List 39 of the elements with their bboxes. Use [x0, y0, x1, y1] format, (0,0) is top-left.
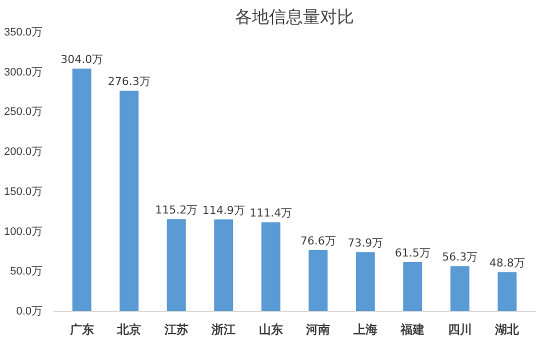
bar	[308, 250, 328, 312]
y-tick-label: 200.0万	[4, 146, 43, 158]
bar	[498, 272, 517, 312]
data-label: 304.0万	[60, 53, 104, 66]
bar	[261, 222, 280, 312]
bar	[72, 68, 92, 312]
bar	[214, 219, 234, 312]
data-label: 76.6万	[300, 234, 336, 248]
bar	[450, 266, 470, 312]
data-label: 73.9万	[348, 236, 384, 250]
bar	[120, 90, 139, 312]
x-tick-label: 上海	[352, 322, 378, 336]
x-tick-label: 山东	[258, 322, 283, 336]
y-tick-label: 300.0万	[4, 66, 43, 78]
bar	[403, 262, 422, 312]
data-label: 56.3万	[442, 250, 478, 264]
data-label: 61.5万	[394, 246, 430, 260]
x-tick-label: 浙江	[210, 322, 236, 336]
y-tick-label: 250.0万	[4, 106, 43, 118]
data-label: 114.9万	[202, 204, 245, 217]
y-tick-label: 50.0万	[10, 266, 43, 278]
data-label: 111.4万	[250, 206, 292, 220]
x-tick-label: 四川	[448, 322, 472, 336]
x-tick-label: 江苏	[163, 322, 188, 336]
x-tick-label: 广东	[68, 322, 94, 336]
y-tick-label: 100.0万	[4, 226, 43, 238]
data-label: 276.3万	[108, 75, 150, 88]
y-tick-label: 150.0万	[4, 186, 43, 198]
y-tick-label: 350.0万	[4, 26, 43, 38]
bar	[166, 219, 186, 312]
x-tick-label: 福建	[400, 322, 425, 336]
chart-title: 各地信息量对比	[235, 8, 354, 28]
y-tick-label: 0.0万	[16, 306, 43, 318]
data-label: 115.2万	[155, 204, 198, 217]
bar	[356, 252, 375, 312]
x-tick-label: 北京	[116, 322, 142, 336]
data-label: 48.8万	[489, 256, 525, 270]
x-tick-label: 湖北	[494, 322, 520, 336]
x-tick-label: 河南	[305, 322, 330, 336]
